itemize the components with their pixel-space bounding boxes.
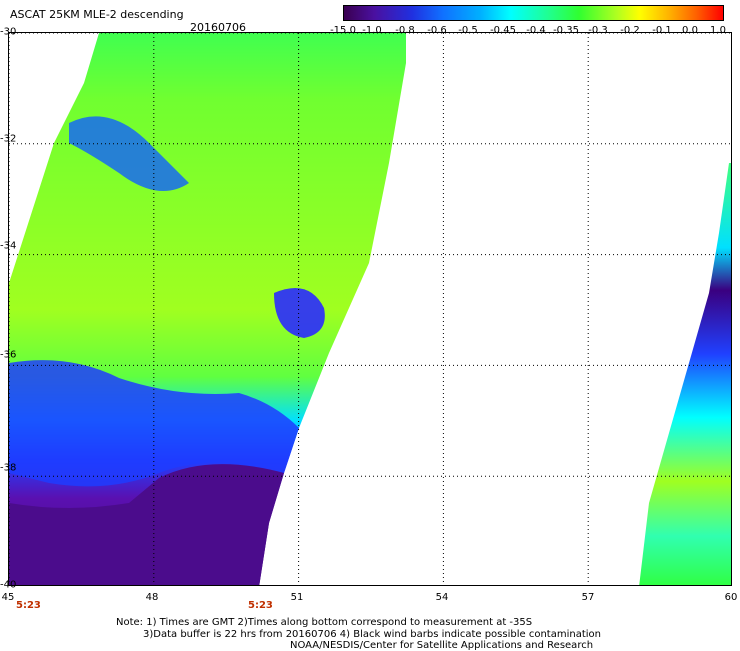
colorbar-label: 0.0	[682, 25, 698, 36]
lat-label: -36	[0, 349, 17, 361]
purple-region	[9, 464, 284, 585]
blue-band	[9, 360, 299, 487]
colorbar-label: -15.0	[330, 25, 356, 36]
colorbar-label: -0.3	[588, 25, 608, 36]
colorbar-label: -0.1	[652, 25, 672, 36]
lat-label: -38	[0, 462, 17, 474]
note-line: 3)Data buffer is 22 hrs from 20160706 4)…	[143, 629, 601, 640]
colorbar-label: -0.45	[490, 25, 516, 36]
note-line: Note: 1) Times are GMT 2)Times along bot…	[116, 617, 533, 628]
blue-eddy	[274, 288, 325, 338]
lon-label: 48	[145, 592, 159, 603]
swath-map	[9, 33, 731, 585]
colorbar-label: -0.5	[458, 25, 478, 36]
upper-blue-feature	[69, 116, 189, 191]
lat-label: -32	[0, 133, 17, 145]
time-label: 5:23	[248, 600, 273, 611]
lat-label: -40	[0, 579, 17, 591]
colorbar-label: 1.0	[710, 25, 726, 36]
note-line: NOAA/NESDIS/Center for Satellite Applica…	[290, 640, 594, 651]
time-label: 5:23	[16, 600, 41, 611]
lon-label: 54	[435, 592, 449, 603]
colorbar-label: -0.6	[427, 25, 447, 36]
lon-label: 60	[724, 592, 738, 603]
colorbar-label: -0.8	[395, 25, 415, 36]
lat-label: -34	[0, 240, 17, 252]
colorbar-label: -1.0	[362, 25, 382, 36]
graticule	[9, 33, 731, 585]
map-panel	[8, 32, 732, 586]
lat-label: -30	[0, 26, 17, 38]
lon-label: 45	[1, 592, 15, 603]
map-date: 20160706	[190, 21, 246, 34]
map-title: ASCAT 25KM MLE-2 descending	[10, 8, 184, 21]
colorbar	[343, 5, 724, 21]
colorbar-label: -0.2	[620, 25, 640, 36]
colorbar-label: -0.4	[526, 25, 546, 36]
right-swath	[639, 163, 731, 585]
lon-label: 51	[290, 592, 304, 603]
lon-label: 57	[581, 592, 595, 603]
swath-layer	[9, 33, 731, 585]
colorbar-label: -0.35	[553, 25, 579, 36]
